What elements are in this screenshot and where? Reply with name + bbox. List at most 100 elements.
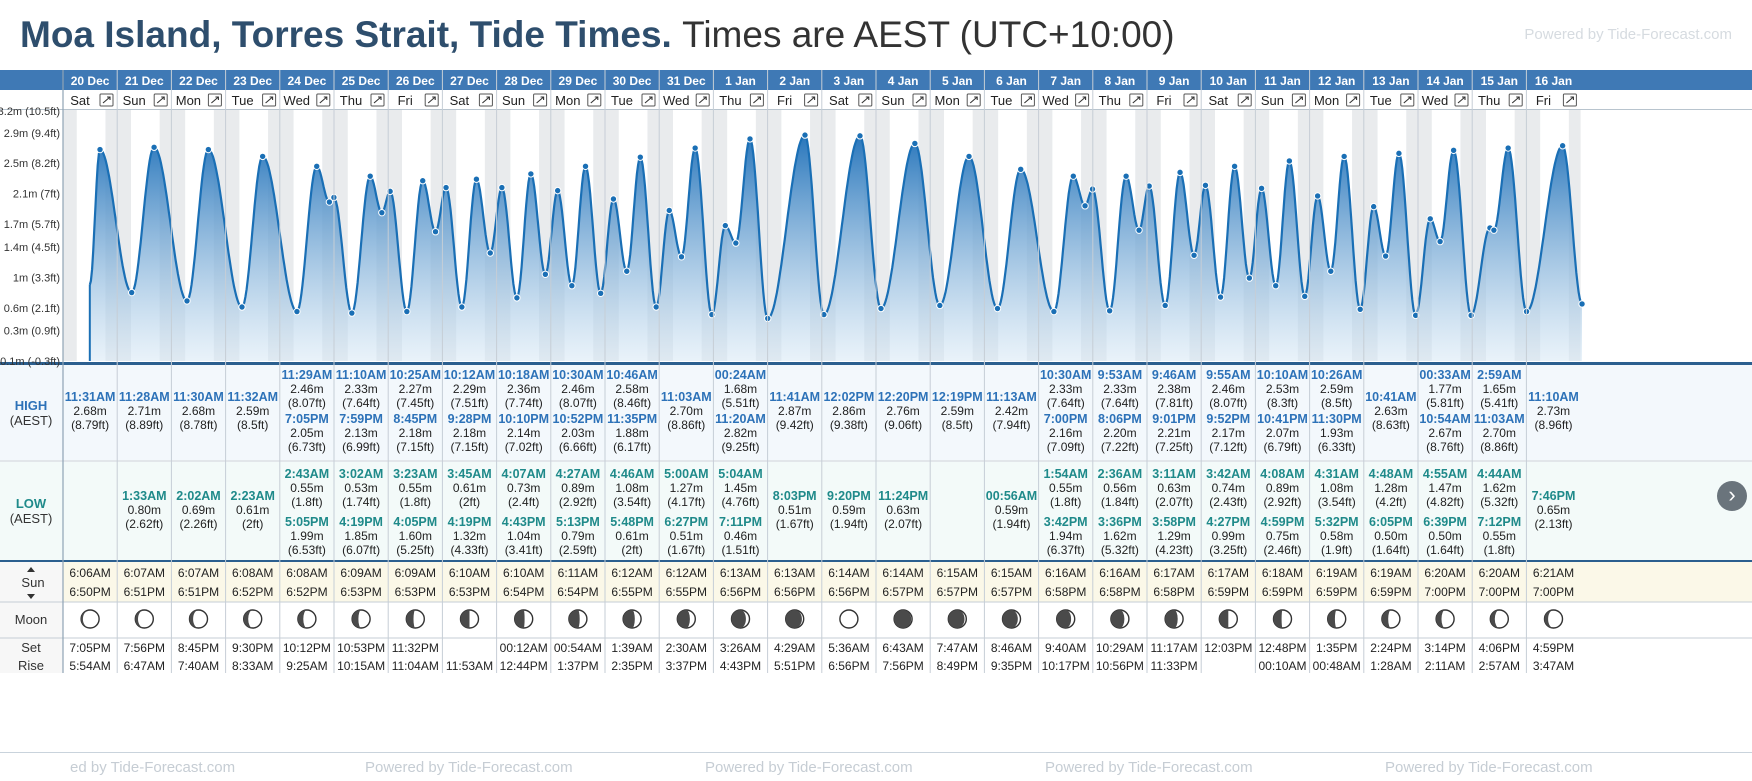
high-tide-height: 2.14m	[507, 426, 540, 440]
low-tide-feet: (1.8ft)	[400, 495, 431, 509]
powered-by-watermark: Powered by Tide-Forecast.com	[365, 759, 573, 776]
low-tide-height: 0.80m	[128, 503, 161, 517]
high-tide-height: 2.67m	[1428, 426, 1461, 440]
y-tick-label: 3.2m (10.5ft)	[0, 106, 60, 118]
low-tide-height: 1.62m	[1483, 481, 1516, 495]
powered-by-watermark: Powered by Tide-Forecast.com	[705, 759, 913, 776]
moonset-time: 4:06PM	[1479, 641, 1520, 655]
low-tide-time: 4:19PM	[339, 515, 383, 529]
night-shade	[755, 110, 768, 361]
low-tide-time: 00:56AM	[986, 489, 1037, 503]
high-tide-point	[1285, 157, 1294, 165]
high-tide-point	[801, 131, 809, 139]
low-tide-point	[596, 289, 605, 298]
powered-by-watermark: Powered by Tide-Forecast.com	[1524, 26, 1732, 43]
powered-by-watermark: ed by Tide-Forecast.com	[70, 759, 236, 776]
sunrise-time: 6:13AM	[774, 566, 815, 580]
low-tide-height: 1.08m	[615, 481, 648, 495]
low-tide-time: 7:46PM	[1532, 489, 1576, 503]
high-tide-time: 11:30PM	[1312, 412, 1362, 426]
high-tide-time: 00:24AM	[715, 368, 766, 382]
moon-shadow	[297, 610, 307, 628]
low-tide-feet: (2.62ft)	[125, 517, 163, 531]
high-tide-time: 00:33AM	[1419, 368, 1470, 382]
high-tide-height: 2.05m	[290, 426, 323, 440]
moonset-time: 00:54AM	[554, 641, 602, 655]
low-tide-time: 4:05PM	[393, 515, 437, 529]
low-row-label: LOW	[16, 496, 47, 511]
low-tide-point	[378, 208, 386, 217]
date-label: 13 Jan	[1372, 74, 1409, 88]
moon-shadow	[514, 610, 525, 628]
next-arrow-button[interactable]: ›	[1717, 481, 1747, 511]
high-tide-height: 2.59m	[941, 404, 974, 418]
date-label: 30 Dec	[613, 74, 652, 88]
low-tide-time: 4:08AM	[1260, 467, 1304, 481]
sunrise-time: 6:07AM	[178, 566, 219, 580]
moonrise-time: 6:47AM	[124, 659, 165, 673]
high-tide-height: 2.16m	[1049, 426, 1082, 440]
high-tide-height: 2.76m	[886, 404, 919, 418]
sunrise-time: 6:18AM	[1262, 566, 1303, 580]
date-label: 22 Dec	[179, 74, 218, 88]
low-tide-height: 0.61m	[615, 529, 648, 543]
moon-shadow	[731, 610, 746, 628]
sunset-time: 6:59PM	[1316, 585, 1357, 599]
expand-arrow-icon	[590, 96, 599, 104]
moon-shadow	[189, 610, 199, 628]
low-tide-feet: (3.54ft)	[1318, 495, 1356, 509]
weekday-label: Tue	[232, 93, 254, 108]
high-tide-time: 11:29AM	[282, 368, 333, 382]
low-tide-height: 0.46m	[724, 529, 757, 543]
high-tide-height: 2.53m	[1266, 382, 1299, 396]
low-tide-time: 4:59PM	[1261, 515, 1305, 529]
page-title: Moa Island, Torres Strait, Tide Times. T…	[20, 14, 1175, 56]
sunset-time: 7:00PM	[1533, 585, 1574, 599]
moonset-time: 11:32PM	[392, 641, 439, 655]
high-tide-time: 9:46AM	[1152, 368, 1196, 382]
high-tide-feet: (8.63ft)	[1372, 418, 1410, 432]
expand-arrow-icon	[1024, 96, 1032, 104]
powered-by-watermark: Powered by Tide-Forecast.com	[1045, 759, 1253, 776]
high-tide-feet: (5.51ft)	[721, 396, 759, 410]
weekday-label: Tue	[990, 93, 1012, 108]
y-tick-label: 1.7m (5.7ft)	[4, 219, 60, 231]
moonrise-time: 10:15AM	[337, 659, 385, 673]
high-tide-point	[204, 145, 213, 154]
sunset-time: 6:53PM	[340, 585, 381, 599]
high-tide-time: 8:45PM	[393, 412, 437, 426]
low-tide-point	[1381, 252, 1390, 260]
high-tide-time: 10:54AM	[1419, 412, 1470, 426]
low-tide-time: 3:02AM	[339, 467, 383, 481]
tide-line	[88, 133, 1583, 320]
expand-arrow-icon	[1078, 96, 1087, 104]
moonrise-time: 3:47AM	[1533, 659, 1574, 673]
low-tide-height: 0.89m	[1266, 481, 1299, 495]
low-tide-feet: (2.46ft)	[1263, 543, 1301, 557]
low-tide-point	[403, 307, 411, 316]
moon-shadow	[677, 610, 690, 628]
high-tide-time: 11:10AM	[1528, 390, 1579, 404]
low-tide-feet: (5.32ft)	[1101, 543, 1139, 557]
date-label: 3 Jan	[834, 74, 865, 88]
moonset-time: 7:05PM	[69, 641, 110, 655]
high-tide-time: 11:41AM	[769, 390, 820, 404]
high-tide-time: 9:52PM	[1206, 412, 1250, 426]
weekday-label: Sat	[450, 93, 470, 108]
high-tide-height: 2.38m	[1157, 382, 1190, 396]
high-tide-height: 2.86m	[832, 404, 865, 418]
high-tide-point	[1313, 192, 1322, 200]
low-tide-height: 0.73m	[507, 481, 540, 495]
night-shade	[1568, 110, 1581, 361]
sunrise-time: 6:21AM	[1533, 566, 1574, 580]
moon-shadow	[1056, 610, 1072, 628]
y-tick-label: 1.4m (4.5ft)	[4, 242, 60, 254]
low-tide-feet: (1.94ft)	[992, 517, 1030, 531]
high-tide-height: 2.17m	[1212, 426, 1245, 440]
sunrise-time: 6:11AM	[558, 566, 598, 580]
tide-table: 3.2m (10.5ft) 2.9m (9.4ft) 2.5m (8.2ft) 2.1…	[0, 70, 1752, 752]
low-tide-time: 9:20PM	[827, 489, 871, 503]
low-tide-time: 3:58PM	[1152, 515, 1196, 529]
weekday-label: Wed	[284, 93, 311, 108]
moon-shadow	[243, 610, 253, 628]
